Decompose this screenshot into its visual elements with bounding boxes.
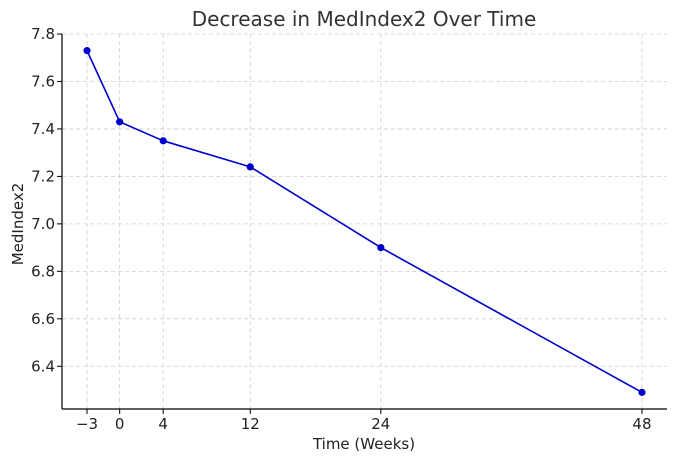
data-point bbox=[246, 163, 254, 171]
x-tick-label: 24 bbox=[371, 415, 390, 433]
data-point bbox=[116, 118, 124, 126]
y-tick-label: 7.0 bbox=[31, 215, 55, 233]
y-tick-label: 7.8 bbox=[31, 25, 55, 43]
x-tick-label: 0 bbox=[115, 415, 125, 433]
x-tick-label: 48 bbox=[632, 415, 651, 433]
y-tick-label: 7.4 bbox=[31, 120, 55, 138]
x-tick-label: 12 bbox=[241, 415, 260, 433]
y-ticks: 6.4 6.6 6.8 7.0 7.2 7.4 7.6 7.8 bbox=[31, 25, 62, 375]
series bbox=[83, 47, 646, 396]
data-point bbox=[83, 47, 91, 55]
x-tick-label: 4 bbox=[158, 415, 168, 433]
y-tick-label: 6.4 bbox=[31, 357, 55, 375]
y-tick-label: 6.6 bbox=[31, 310, 55, 328]
data-point bbox=[159, 137, 167, 145]
y-axis-label: MedIndex2 bbox=[9, 183, 27, 266]
data-point bbox=[638, 388, 646, 396]
grid bbox=[62, 33, 667, 409]
y-tick-label: 7.2 bbox=[31, 167, 55, 185]
x-ticks: −3 0 4 12 24 48 bbox=[76, 409, 652, 433]
y-tick-label: 6.8 bbox=[31, 262, 55, 280]
series-line bbox=[86, 50, 643, 394]
x-axis-label: Time (Weeks) bbox=[312, 435, 415, 453]
x-tick-label: −3 bbox=[76, 415, 98, 433]
chart-title: Decrease in MedIndex2 Over Time bbox=[192, 7, 537, 31]
data-point bbox=[377, 244, 385, 252]
y-tick-label: 7.6 bbox=[31, 72, 55, 90]
